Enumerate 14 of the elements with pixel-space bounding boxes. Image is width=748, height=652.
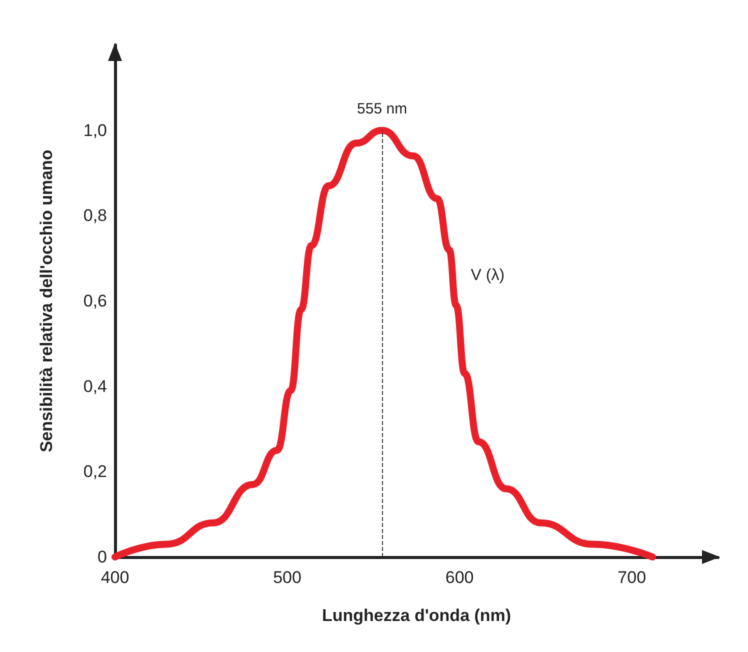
- y-tick-label: 1,0: [83, 120, 107, 140]
- x-tick-label: 400: [100, 568, 130, 587]
- y-tick-label: 0,2: [83, 462, 107, 482]
- x-axis-title: Lunghezza d'onda (nm): [322, 606, 512, 625]
- x-tick-label: 600: [445, 568, 474, 587]
- annotation: V (λ): [470, 266, 505, 284]
- x-tick-label: 500: [273, 568, 302, 587]
- y-axis-title: Sensibilità relativa dell'occhio umano: [37, 150, 56, 452]
- y-tick-label: 0: [98, 548, 107, 566]
- y-tick-label: 0,8: [83, 206, 107, 226]
- y-tick-label: 0,4: [83, 376, 107, 396]
- y-tick-label: 0,6: [83, 292, 107, 310]
- ref-line-label: 555 nm: [357, 100, 408, 118]
- x-tick-label: 700: [618, 568, 646, 587]
